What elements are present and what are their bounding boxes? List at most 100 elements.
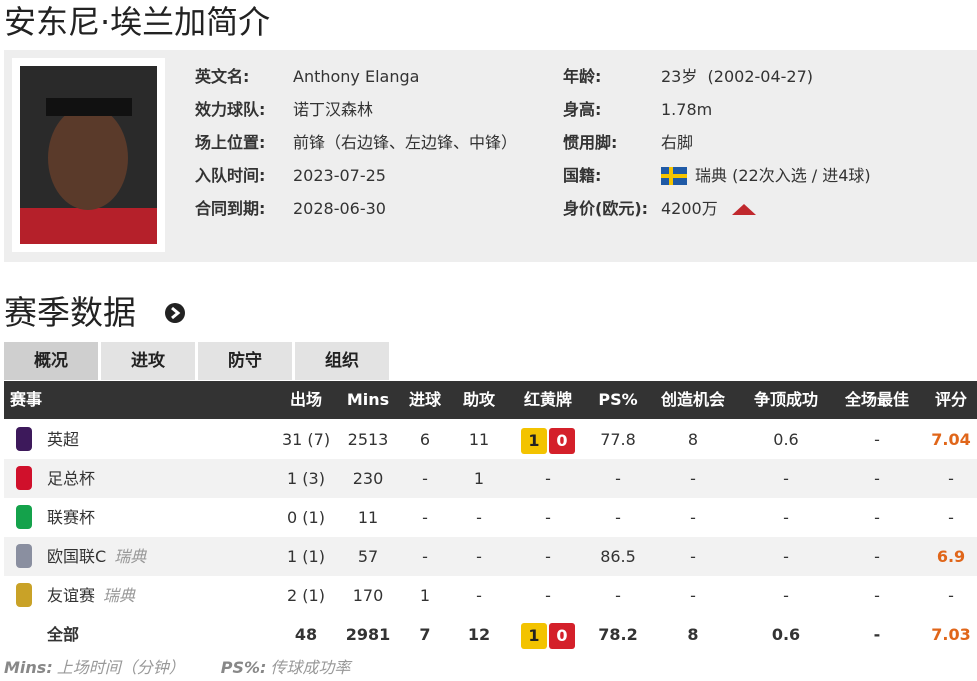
footnotes: Mins: 上场时间（分钟） PS%: 传球成功率 [4,657,350,679]
tab[interactable]: 进攻 [101,342,195,380]
table-cell: 8 [687,430,699,449]
table-cell: 6.9 [936,547,966,566]
column-header: 评分 [934,390,968,409]
profile-row: 身高: 1.78m [563,99,961,121]
photo-art [20,66,157,244]
table-cell: 1 [419,586,431,605]
table-cell: - [874,430,880,449]
profile-value: 4200万 [661,199,718,218]
competition-name: 欧国联C 瑞典 [47,537,146,576]
more-icon[interactable] [164,302,186,324]
profile-value-wrap: 右脚 [661,132,961,154]
section-title: 赛季数据 [4,293,136,332]
profile-row: 国籍: 瑞典 (22次入选 / 进4球) [563,165,961,187]
table-row: 联赛杯 0 (1) 11 - - - - - - - - [4,498,977,537]
competition-label: 联赛杯 [47,508,96,527]
table-cell: - [476,547,482,566]
table-cell: - [615,586,621,605]
table-cell: 7 [419,625,431,644]
table-cell: - [783,469,789,488]
table-cell: 2981 [345,625,391,644]
table-row: 足总杯 1 (3) 230 - 1 - - - - - - [4,459,977,498]
column-header: 进球 [408,390,442,409]
table-cell: - [948,586,954,605]
competition-icon [16,427,32,451]
competition-note: 瑞典 [114,547,147,566]
table-cell: - [545,547,551,566]
table-cell: - [948,508,954,527]
competition-label: 友谊赛 [47,586,96,605]
table-cell: 86.5 [600,547,636,566]
profile-value-wrap: 2028-06-30 [293,198,519,220]
table-row: 友谊赛 瑞典 2 (1) 170 1 - - - - - - - [4,576,977,615]
profile-value: 前锋（右边锋、左边锋、中锋） [293,133,518,152]
table-cell: - [476,586,482,605]
table-cell: - [874,508,880,527]
profile-value: 诺丁汉森林 [293,100,374,119]
table-cell: - [615,508,621,527]
table-cell: - [874,547,880,566]
tab[interactable]: 组织 [295,342,389,380]
table-cell: - [690,586,696,605]
flag-icon [661,167,687,185]
profile-row: 场上位置: 前锋（右边锋、左边锋、中锋） [195,132,519,154]
competition-label: 足总杯 [47,469,96,488]
footnote-text: 上场时间（分钟） [56,658,185,677]
footnote-term: PS%: [220,658,267,677]
table-cell: - [690,469,696,488]
footnote: Mins: 上场时间（分钟） [4,658,185,677]
table-header: 赛事 出场 Mins 进球 助攻 红黄牌 PS% 创造机会 争顶成功 全场最佳 评分 [4,381,977,419]
profile-row: 入队时间: 2023-07-25 [195,165,519,187]
column-header: 红黄牌 [523,390,573,409]
profile-label: 效力球队: [195,100,266,119]
table-cell: 6 [419,430,431,449]
page-title: 安东尼·埃兰加简介 [4,3,271,41]
table-cell: - [422,508,428,527]
profile-label: 身高: [563,100,602,119]
footnote: PS%: 传球成功率 [221,658,351,677]
table-cell: 48 [294,625,318,644]
total-row: 全部 48 2981 7 12 1 0 78.2 8 0.6 - 7.03 [4,615,977,654]
table-cell: 7.04 [931,430,971,449]
table-cell: 1 (3) [287,469,325,488]
tab[interactable]: 概况 [4,342,98,380]
table-cell: 11 [357,508,379,527]
column-header: 创造机会 [660,390,726,409]
tab[interactable]: 防守 [198,342,292,380]
red-card: 0 [549,622,575,649]
footnote-term: Mins: [4,658,53,677]
table-cell: 2513 [347,430,389,449]
table-cell: 31 (7) [281,430,331,449]
profile-value-wrap: 诺丁汉森林 [293,99,519,121]
table-cell: 2 (1) [287,586,325,605]
table-cell: 11 [468,430,490,449]
profile-value: 2023-07-25 [293,166,386,185]
competition-name: 足总杯 [47,459,95,498]
table-cell: - [422,469,428,488]
competition-icon [16,583,32,607]
competition-icon [16,505,32,529]
table-cell: - [783,508,789,527]
table-cell: - [783,586,789,605]
red-card: 0 [549,427,575,454]
table-cell: - [422,547,428,566]
table-cell: 0 (1) [287,508,325,527]
table-cell: 1 (1) [287,547,325,566]
table-cell: 77.8 [600,430,636,449]
table-cell: - [874,469,880,488]
yellow-card: 1 [521,622,547,649]
profile-label: 英文名: [195,67,250,86]
profile-box [4,50,977,262]
table-cell: 230 [352,469,384,488]
table-cell: - [690,508,696,527]
profile-row: 英文名: Anthony Elanga [195,66,519,88]
trend-up-icon [731,204,756,215]
footnote-text: 传球成功率 [270,658,351,677]
table-cell: - [873,625,881,644]
profile-value-wrap: 4200万 [661,198,961,220]
table-cell: - [545,469,551,488]
table-cell: 12 [467,625,491,644]
table-cell: 8 [687,625,699,644]
column-header: 赛事 [10,390,43,409]
table-cell: 1 [473,469,485,488]
